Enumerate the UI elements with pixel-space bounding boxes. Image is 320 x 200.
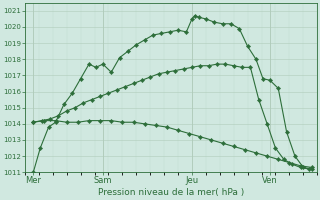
X-axis label: Pression niveau de la mer( hPa ): Pression niveau de la mer( hPa ) (98, 188, 244, 197)
